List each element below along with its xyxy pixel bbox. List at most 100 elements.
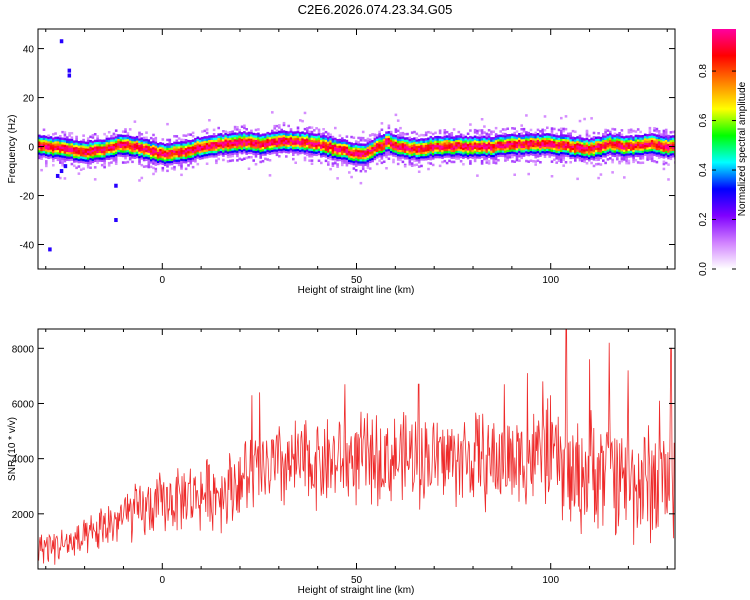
- spectrogram-cell: [648, 131, 652, 134]
- spectrogram-cell: [364, 159, 367, 162]
- spectrogram-cell: [520, 136, 523, 140]
- spectrogram-cell: [110, 154, 113, 158]
- spectrogram-cell: [469, 140, 472, 143]
- spectrogram-cell: [142, 152, 146, 155]
- spectrogram-cell: [564, 145, 568, 149]
- spectrogram-cell: [499, 150, 502, 153]
- spectrogram-cell: [334, 159, 337, 163]
- spectrogram-cell: [313, 148, 316, 152]
- spectrogram-cell: [231, 139, 234, 142]
- spectrogram-cell: [511, 142, 514, 145]
- spectrogram-cell: [632, 129, 635, 133]
- spectrogram-cell: [89, 144, 92, 147]
- snr-series-line: [38, 329, 675, 565]
- spectrogram-cell: [643, 146, 647, 150]
- spectrogram-cell: [629, 146, 633, 149]
- spectrogram-cell: [429, 146, 433, 150]
- spectrogram-cell: [581, 157, 584, 160]
- spectrogram-cell: [366, 139, 370, 143]
- spectrogram-cell: [226, 131, 230, 134]
- spectrogram-cell: [413, 159, 416, 162]
- spectrogram-cell: [49, 147, 53, 150]
- x-tick-label: 100: [542, 275, 559, 286]
- spectrogram-cell: [671, 130, 675, 134]
- spectrogram-cell: [445, 144, 449, 147]
- spectrogram-cell: [173, 159, 176, 162]
- spectrogram-cell: [543, 151, 547, 154]
- spectrogram-cell: [152, 149, 155, 152]
- spectrogram-cell: [627, 146, 631, 149]
- spectrogram-cell: [562, 129, 565, 133]
- spectrogram-cell: [560, 140, 563, 144]
- spectrogram-cell: [522, 134, 526, 137]
- spectrogram-cell: [408, 138, 412, 142]
- spectrogram-outlier: [48, 247, 52, 252]
- spectrogram-cell: [604, 139, 607, 143]
- spectrogram-cell: [497, 154, 500, 158]
- spectrogram-cell: [98, 148, 102, 151]
- spectrogram-cell: [522, 147, 526, 151]
- y-tick-label: 2000: [12, 510, 35, 521]
- spectrogram-cell: [662, 151, 666, 155]
- spectrogram-cell: [224, 134, 227, 138]
- spectrogram-cell: [620, 137, 624, 141]
- spectrogram-cell: [595, 138, 598, 142]
- y-tick-label: 20: [23, 94, 35, 105]
- spectrogram-cell: [308, 139, 311, 142]
- spectrogram-cell: [657, 149, 661, 153]
- spectrogram-cell: [648, 144, 652, 147]
- spectrogram-cell: [152, 146, 155, 150]
- spectrogram-cell: [240, 149, 244, 153]
- spectrogram-cell: [348, 148, 351, 151]
- spectrogram-cell: [91, 140, 95, 144]
- spectrogram-cell: [415, 156, 419, 160]
- spectrogram-cell: [45, 146, 48, 150]
- spectrogram-cell: [634, 141, 638, 144]
- spectrogram-cell: [317, 135, 321, 138]
- spectrogram-cell: [89, 166, 92, 169]
- spectrogram-cell: [152, 160, 155, 163]
- spectrogram-cell: [49, 145, 53, 148]
- spectrogram-cell: [233, 134, 237, 138]
- spectrogram-cell: [664, 133, 668, 136]
- spectrogram-cell: [599, 154, 603, 157]
- spectrogram-cell: [606, 149, 610, 152]
- spectrogram-cell: [210, 135, 214, 138]
- spectrogram-cell: [133, 152, 137, 155]
- spectrogram-cell: [527, 136, 530, 139]
- spectrogram-cell: [217, 137, 220, 141]
- spectrogram-cell: [441, 160, 444, 164]
- spectrogram-cell: [588, 139, 591, 142]
- spectrogram-cell: [166, 160, 169, 164]
- spectrogram-cell: [201, 139, 204, 142]
- spectrogram-cell: [317, 146, 321, 149]
- spectrogram-cell: [515, 136, 519, 140]
- spectrogram-cell: [205, 149, 209, 152]
- spectrogram-cell: [471, 152, 475, 155]
- spectrogram-cell: [564, 150, 568, 153]
- spectrogram-cell: [341, 159, 344, 162]
- spectrogram-cell: [79, 142, 83, 146]
- spectrogram-cell: [126, 138, 130, 142]
- spectrogram-cell: [373, 157, 377, 161]
- spectrogram-cell: [627, 135, 631, 138]
- spectrogram-cell: [609, 139, 612, 142]
- spectrogram-cell: [532, 133, 535, 136]
- spectrogram-cell: [392, 149, 395, 153]
- spectrogram-cell: [541, 133, 544, 136]
- spectrogram-cell: [89, 155, 92, 158]
- spectrogram-cell: [170, 154, 174, 157]
- spectrogram-cell: [268, 174, 272, 177]
- spectrogram-cell: [469, 144, 472, 148]
- spectrogram-cell: [100, 139, 104, 143]
- spectrogram-cell: [75, 142, 78, 145]
- spectrogram-cell: [110, 150, 113, 153]
- spectrogram-cell: [511, 155, 514, 159]
- spectrogram-cell: [636, 150, 640, 153]
- spectrogram-cell: [410, 138, 414, 141]
- spectrogram-cell: [73, 142, 76, 146]
- spectrogram-cell: [194, 148, 197, 152]
- spectrogram-cell: [368, 167, 372, 170]
- spectrogram-cell: [210, 146, 214, 149]
- spectrogram-cell: [296, 146, 300, 149]
